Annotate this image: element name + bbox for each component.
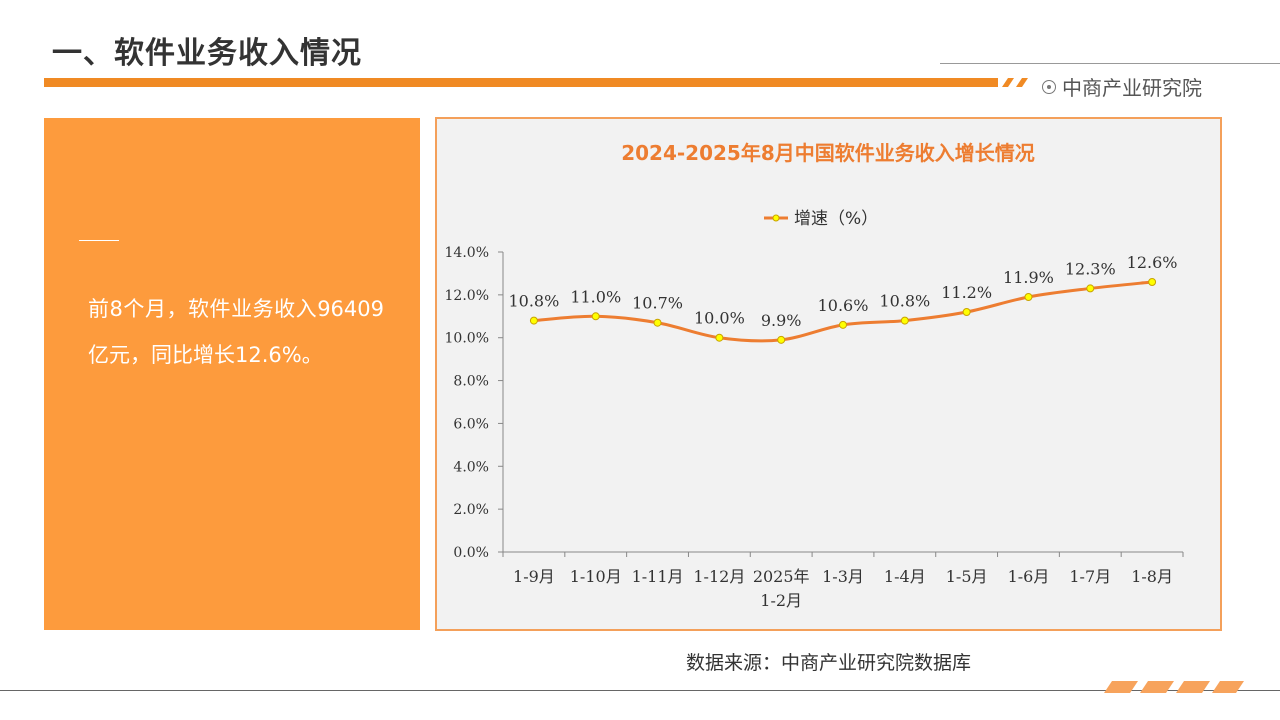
footer-stripes-decoration [1104, 681, 1244, 693]
data-label: 12.6% [1127, 253, 1178, 272]
data-label: 10.0% [694, 309, 745, 328]
data-label: 11.0% [570, 287, 621, 306]
data-point [529, 316, 538, 325]
summary-panel: 前8个月，软件业务收入96409亿元，同比增长12.6%。 [44, 118, 420, 630]
x-tick-label: 1-4月 [884, 567, 926, 586]
data-point [839, 320, 847, 329]
data-point [777, 335, 786, 344]
chart-panel: 2024-2025年8月中国软件业务收入增长情况增速（%） 0.0% 2.0% 4.0… [435, 117, 1222, 631]
data-label: 12.3% [1065, 259, 1116, 278]
data-label: 10.8% [508, 292, 559, 311]
data-point [1086, 284, 1095, 293]
data-point [1148, 278, 1157, 286]
data-label: 11.9% [1003, 268, 1054, 287]
title-accent-bar [44, 78, 998, 87]
y-tick-label: 0.0% [453, 545, 489, 561]
x-tick-label: 1-10月 [570, 567, 622, 586]
data-point [1024, 293, 1033, 301]
brand: 中商产业研究院 [1042, 72, 1202, 101]
x-tick-label: 1-9月 [513, 567, 555, 586]
data-label: 10.8% [879, 292, 930, 311]
y-tick-label: 12.0% [445, 288, 489, 304]
legend-label: 增速（%） [794, 209, 878, 229]
brand-name: 中商产业研究院 [1062, 76, 1202, 100]
data-point [962, 308, 971, 316]
y-tick-label: 14.0% [445, 245, 489, 261]
data-label: 10.6% [818, 296, 869, 315]
legend-marker [772, 214, 780, 222]
y-tick-label: 8.0% [453, 374, 489, 390]
y-tick-label: 2.0% [453, 502, 489, 518]
x-tick-label: 1-6月 [1008, 567, 1050, 586]
y-tick-label: 4.0% [453, 459, 489, 475]
x-tick-label: 1-5月 [946, 567, 988, 586]
x-tick-label: 1-7月 [1069, 567, 1111, 586]
x-tick-label: 1-11月 [632, 567, 684, 586]
footer-divider [0, 690, 1280, 691]
page-title: 一、软件业务收入情况 [52, 36, 362, 71]
x-tick-label: 2025年 [753, 567, 810, 586]
x-tick-label: 1-2月 [760, 591, 802, 610]
data-source: 数据来源：中商产业研究院数据库 [686, 652, 972, 674]
data-point [715, 333, 724, 342]
summary-divider [79, 240, 119, 241]
data-label: 9.9% [761, 311, 802, 330]
x-tick-label: 1-8月 [1131, 567, 1173, 586]
data-point [591, 312, 600, 321]
data-label: 10.7% [632, 294, 683, 313]
data-point [900, 316, 909, 325]
stripes-decoration [1002, 78, 1028, 87]
data-label: 11.2% [941, 283, 992, 302]
summary-text: 前8个月，软件业务收入96409亿元，同比增长12.6%。 [88, 297, 384, 367]
chart-title: 2024-2025年8月中国软件业务收入增长情况 [621, 141, 1035, 165]
data-point [653, 318, 662, 327]
target-icon [1042, 79, 1056, 94]
y-tick-label: 6.0% [453, 416, 489, 432]
y-tick-label: 10.0% [445, 331, 489, 347]
x-tick-label: 1-3月 [822, 567, 864, 586]
title-divider-line [940, 63, 1280, 64]
x-tick-label: 1-12月 [693, 567, 745, 586]
